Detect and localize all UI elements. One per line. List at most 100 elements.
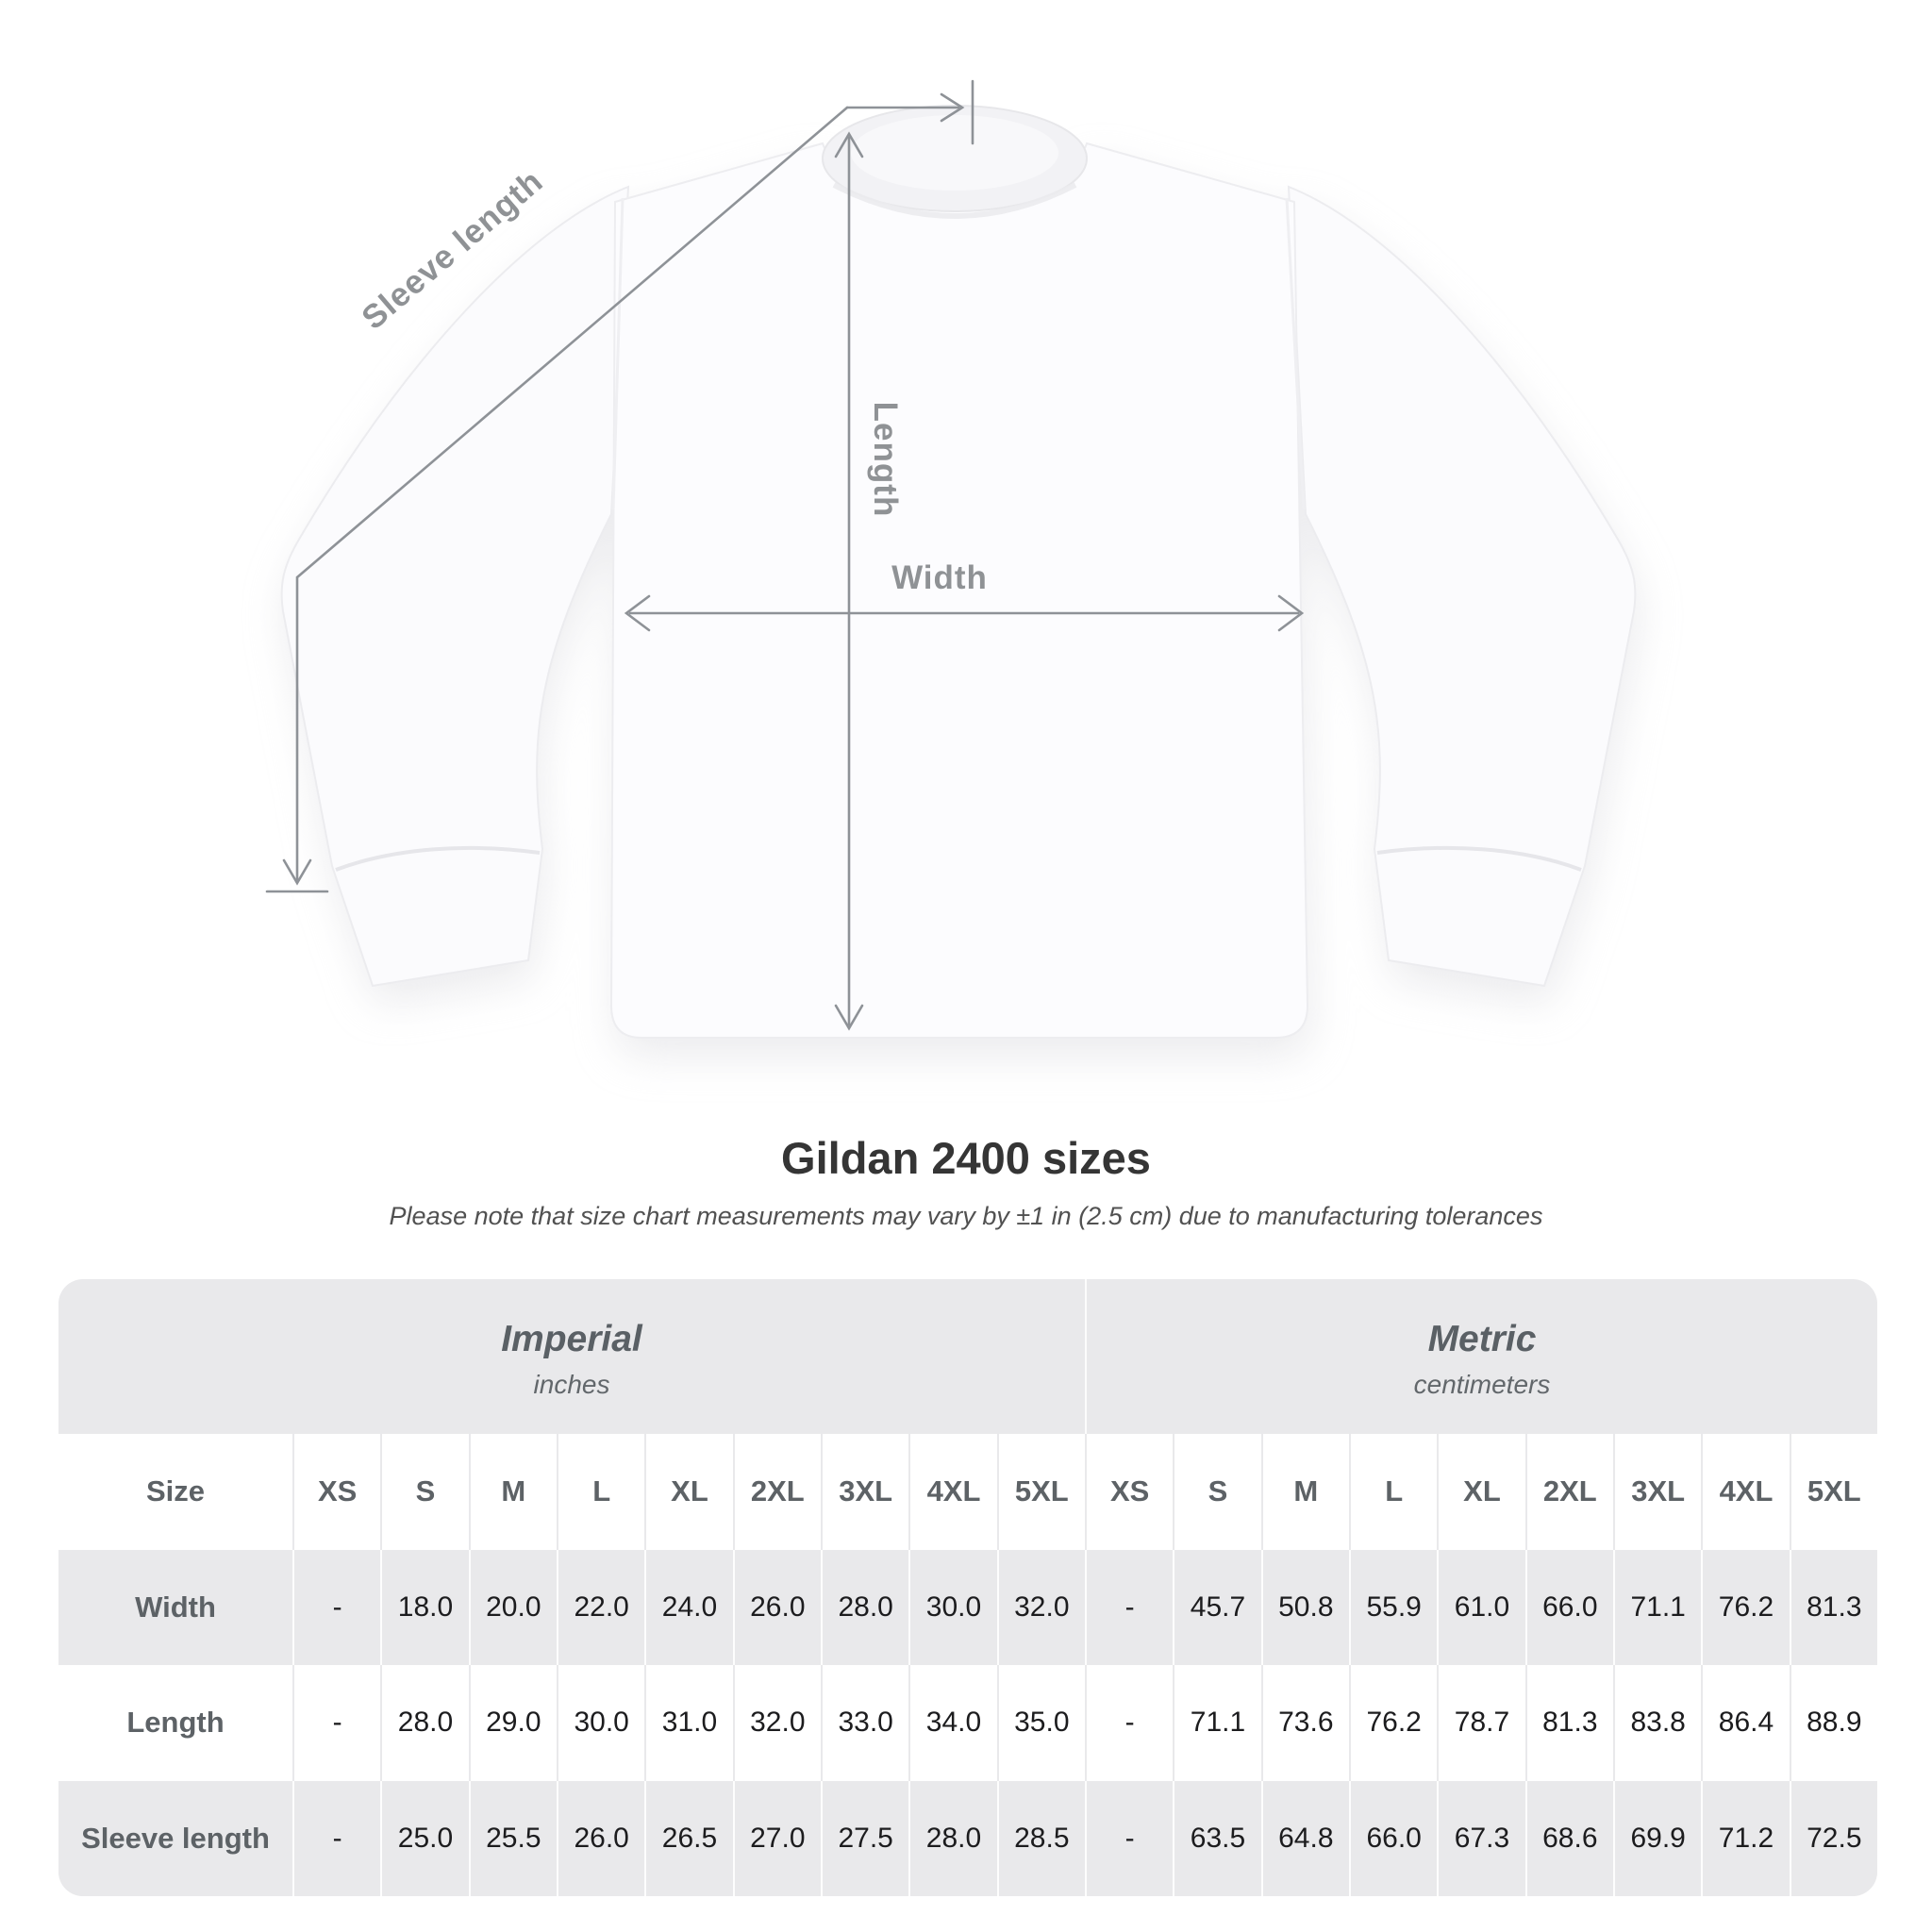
size-header-cell: 3XL xyxy=(821,1434,908,1550)
metric-value-cell: 71.1 xyxy=(1173,1665,1260,1781)
page-title: Gildan 2400 sizes xyxy=(781,1133,1151,1183)
row-label: Length xyxy=(126,1706,225,1740)
size-header-cell: L xyxy=(1349,1434,1437,1550)
imperial-value-cell: 32.0 xyxy=(732,1665,821,1781)
shirt-diagram: Sleeve length Length Width xyxy=(265,79,1640,1057)
metric-value-cell: 88.9 xyxy=(1789,1665,1877,1781)
measurement-arrows xyxy=(265,79,1305,1031)
size-header-cell: XS xyxy=(1085,1434,1173,1550)
imperial-value-cell: 24.0 xyxy=(644,1549,732,1665)
size-header-cell: 4XL xyxy=(1701,1434,1789,1550)
metric-value-cell: 45.7 xyxy=(1173,1549,1260,1665)
metric-unit: centimeters xyxy=(1413,1370,1551,1399)
imperial-value-cell: 25.5 xyxy=(468,1780,557,1896)
right-cuff-seam xyxy=(1376,845,1582,872)
imperial-value-cell: 30.0 xyxy=(557,1665,644,1781)
metric-value-cell: 69.9 xyxy=(1613,1780,1701,1896)
sleeve-arrow-down-head xyxy=(282,858,312,886)
size-header-cell: 5XL xyxy=(996,1434,1085,1550)
metric-value-cell: 68.6 xyxy=(1524,1780,1613,1896)
width-label: Width xyxy=(891,559,988,596)
metric-value-cell: 78.7 xyxy=(1437,1665,1524,1781)
imperial-value-cell: - xyxy=(292,1549,380,1665)
size-header-cell: XS xyxy=(292,1434,380,1550)
size-table: Imperial inches Metric centimeters Size X… xyxy=(58,1279,1877,1896)
tolerance-note: Please note that size chart measurements… xyxy=(389,1202,1543,1230)
metric-value-cell: - xyxy=(1085,1665,1173,1781)
metric-value-cell: 81.3 xyxy=(1524,1665,1613,1781)
table-row: Sleeve length -25.0 25.5 26.0 26.5 27.0 27.5 28… xyxy=(58,1780,1877,1896)
size-header-cell: S xyxy=(1173,1434,1260,1550)
size-header-cell: L xyxy=(557,1434,644,1550)
table-row: Length -28.0 29.0 30.0 31.0 32.0 33.0 34.0 35.0-… xyxy=(58,1665,1877,1781)
metric-value-cell: 63.5 xyxy=(1173,1780,1260,1896)
metric-header: Metric centimeters xyxy=(1085,1279,1877,1434)
collar-inner xyxy=(851,115,1058,191)
size-header-cell: XL xyxy=(1437,1434,1524,1550)
imperial-value-cell: 22.0 xyxy=(557,1549,644,1665)
size-table-body: Size XS S M L XL 2XL 3XL 4XL 5XL XS S M L XL 2XL 3XL 4XL 5… xyxy=(58,1434,1877,1896)
metric-value-cell: 76.2 xyxy=(1701,1549,1789,1665)
unit-header-row: Imperial inches Metric centimeters xyxy=(58,1279,1877,1434)
metric-label: Metric xyxy=(1427,1319,1537,1359)
imperial-value-cell: 25.0 xyxy=(380,1780,468,1896)
metric-value-cell: 71.2 xyxy=(1701,1780,1789,1896)
imperial-value-cell: - xyxy=(292,1665,380,1781)
size-header-cell: S xyxy=(380,1434,468,1550)
length-arrow-bottom-head xyxy=(834,1004,864,1031)
size-header-cell: M xyxy=(468,1434,557,1550)
metric-value-cell: 50.8 xyxy=(1260,1549,1349,1665)
imperial-value-cell: 31.0 xyxy=(644,1665,732,1781)
metric-value-cell: 61.0 xyxy=(1437,1549,1524,1665)
metric-value-cell: 83.8 xyxy=(1613,1665,1701,1781)
imperial-value-cell: 26.5 xyxy=(644,1780,732,1896)
imperial-value-cell: 34.0 xyxy=(908,1665,996,1781)
size-header-cell: 2XL xyxy=(1524,1434,1613,1550)
shirt-illustration xyxy=(265,79,1640,1057)
metric-value-cell: 76.2 xyxy=(1349,1665,1437,1781)
metric-value-cell: 72.5 xyxy=(1789,1780,1877,1896)
imperial-value-cell: 18.0 xyxy=(380,1549,468,1665)
width-arrow-right-head xyxy=(1277,594,1305,632)
size-column-header: Size xyxy=(145,1474,206,1508)
size-header-row: Size XS S M L XL 2XL 3XL 4XL 5XL XS S M L XL 2XL 3XL 4XL 5… xyxy=(58,1434,1877,1550)
imperial-header: Imperial inches xyxy=(58,1279,1085,1434)
sleeve-arrow-arm-segment xyxy=(295,106,849,881)
imperial-value-cell: 26.0 xyxy=(557,1780,644,1896)
left-sleeve xyxy=(280,185,630,988)
imperial-value-cell: 27.0 xyxy=(732,1780,821,1896)
imperial-value-cell: 26.0 xyxy=(732,1549,821,1665)
metric-value-cell: 55.9 xyxy=(1349,1549,1437,1665)
imperial-value-cell: 33.0 xyxy=(821,1665,908,1781)
imperial-unit: inches xyxy=(533,1370,610,1399)
metric-value-cell: 66.0 xyxy=(1524,1549,1613,1665)
imperial-value-cell: 20.0 xyxy=(468,1549,557,1665)
metric-value-cell: 81.3 xyxy=(1789,1549,1877,1665)
size-header-cell: 4XL xyxy=(908,1434,996,1550)
sleeve-arrow-right-head xyxy=(940,92,965,123)
imperial-value-cell: 35.0 xyxy=(996,1665,1085,1781)
imperial-value-cell: 28.0 xyxy=(380,1665,468,1781)
collar-shadow xyxy=(832,182,1077,219)
length-label: Length xyxy=(867,401,904,518)
size-header-cell: 3XL xyxy=(1613,1434,1701,1550)
imperial-value-cell: - xyxy=(292,1780,380,1896)
imperial-value-cell: 30.0 xyxy=(908,1549,996,1665)
right-sleeve xyxy=(1287,185,1637,988)
imperial-value-cell: 29.0 xyxy=(468,1665,557,1781)
imperial-label: Imperial xyxy=(501,1319,642,1359)
right-shoulder-seam xyxy=(1285,197,1306,510)
width-arrow-left-head xyxy=(624,594,651,632)
imperial-value-cell: 32.0 xyxy=(996,1549,1085,1665)
row-label: Width xyxy=(135,1590,216,1624)
row-label: Sleeve length xyxy=(81,1821,270,1855)
imperial-value-cell: 27.5 xyxy=(821,1780,908,1896)
left-cuff-seam xyxy=(335,845,541,872)
metric-value-cell: 64.8 xyxy=(1260,1780,1349,1896)
metric-value-cell: 66.0 xyxy=(1349,1780,1437,1896)
metric-value-cell: - xyxy=(1085,1549,1173,1665)
metric-value-cell: 71.1 xyxy=(1613,1549,1701,1665)
metric-value-cell: 86.4 xyxy=(1701,1665,1789,1781)
length-arrow-top-head xyxy=(834,131,864,158)
